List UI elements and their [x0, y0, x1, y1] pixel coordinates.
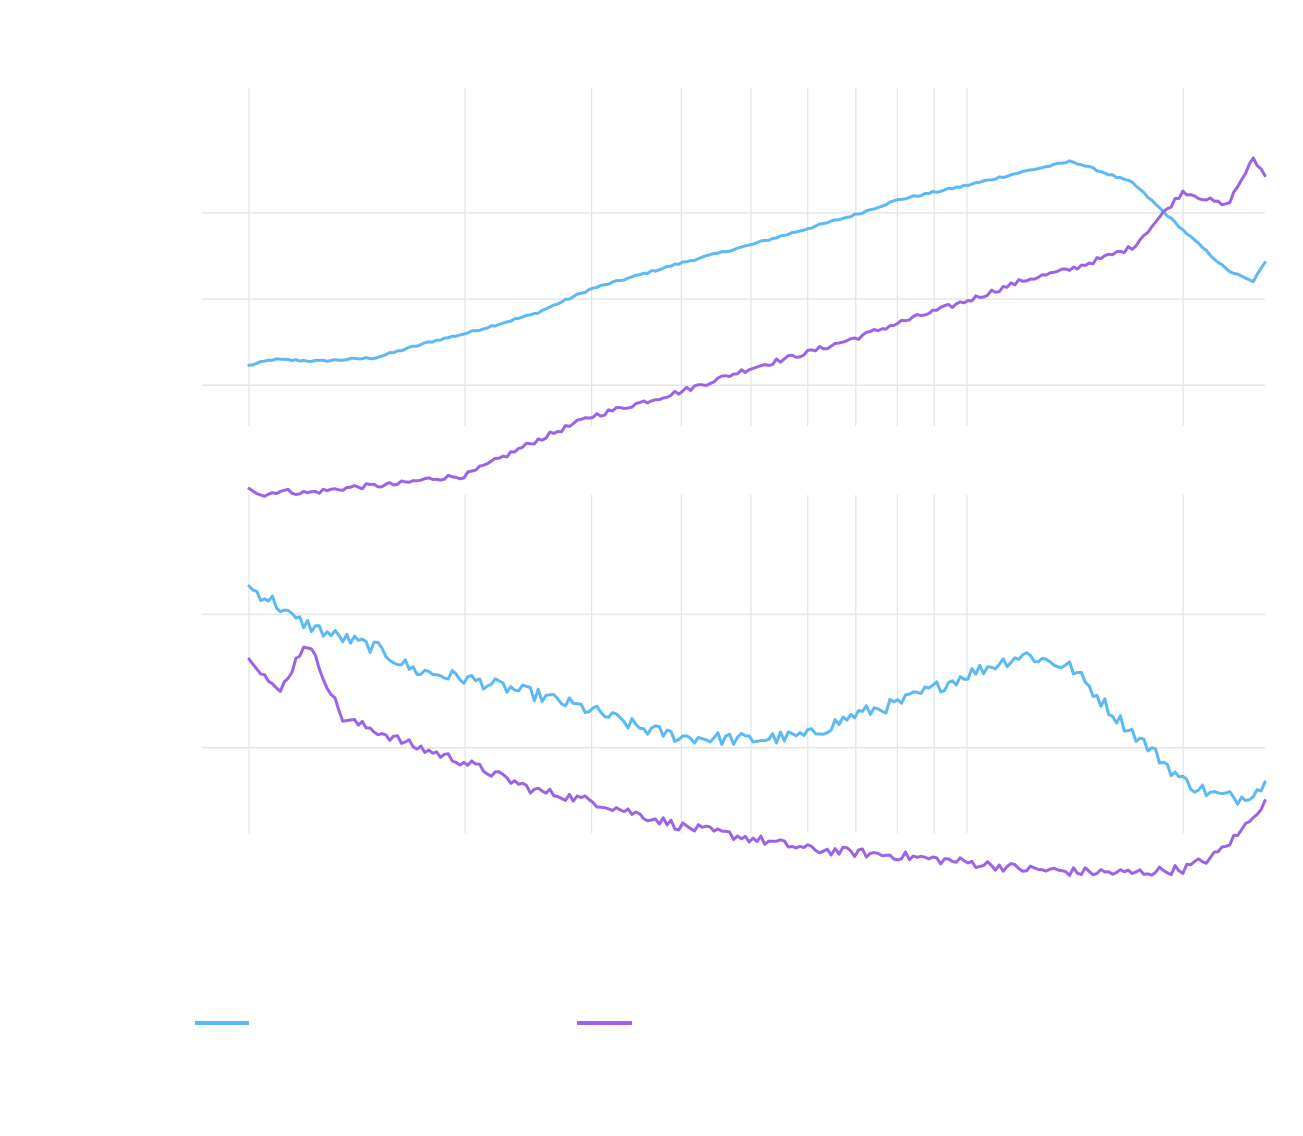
series-line-a-top: [247, 159, 1267, 367]
chart-panel-bottom: [202, 495, 1267, 877]
chart-panel-top: [202, 88, 1267, 498]
series-line-b-top: [247, 156, 1267, 498]
series-line-b-bottom: [247, 645, 1267, 877]
series-line-a-bottom: [247, 584, 1267, 806]
